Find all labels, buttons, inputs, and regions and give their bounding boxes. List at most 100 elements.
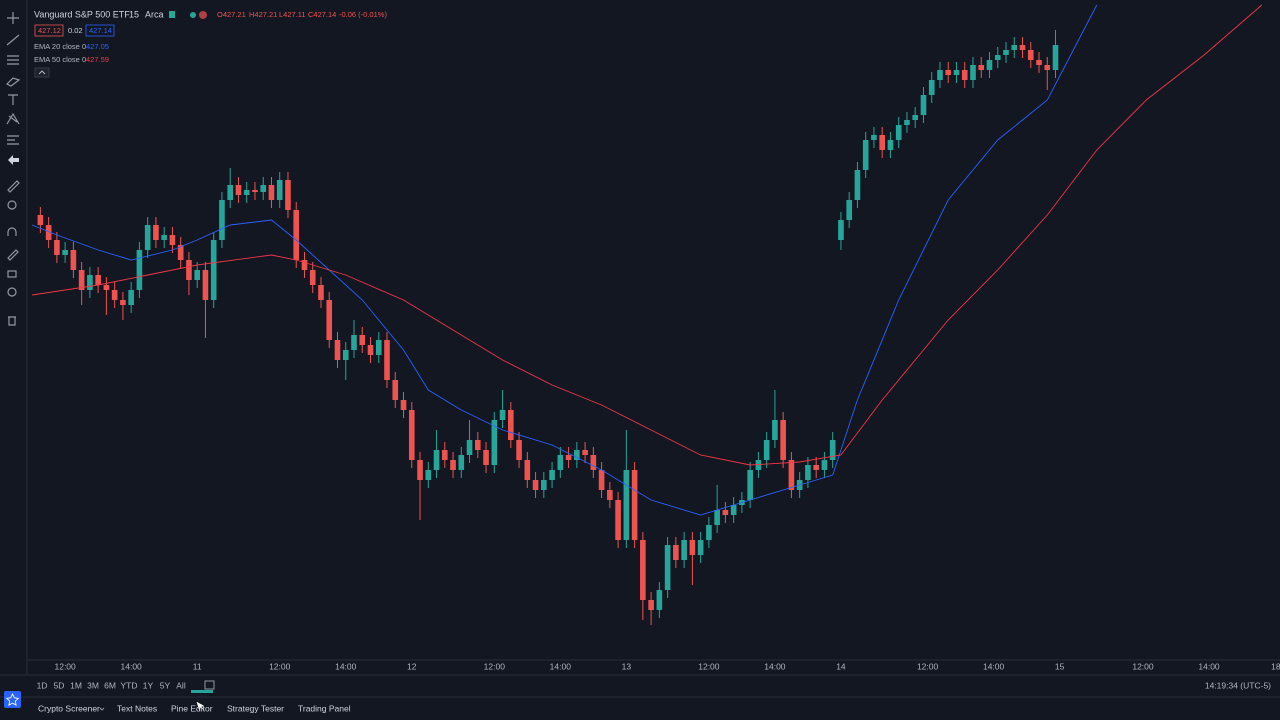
candle-body	[681, 540, 687, 560]
range-button[interactable]: 1M	[70, 680, 82, 690]
low-value: L427.11	[279, 10, 306, 19]
lock-tool[interactable]	[7, 270, 17, 278]
range-button[interactable]: 3M	[87, 680, 99, 690]
candle-body	[904, 120, 910, 125]
candle-body	[648, 600, 654, 610]
date-range-icon[interactable]	[204, 680, 215, 690]
candle-body	[433, 450, 440, 470]
candle-body	[565, 455, 572, 460]
candle-body	[1027, 50, 1034, 60]
pattern-tool[interactable]	[6, 112, 20, 125]
bid-box[interactable]	[34, 24, 64, 37]
stay-drawing-tool[interactable]	[7, 249, 19, 261]
candle-body	[706, 525, 712, 540]
ask: 427.14	[89, 26, 112, 35]
hide-tool[interactable]	[7, 287, 17, 297]
scroll-indicator	[191, 690, 213, 693]
range-button[interactable]: 5Y	[160, 680, 171, 690]
candle-body	[62, 250, 68, 255]
candle-body	[821, 460, 828, 470]
candle-body	[631, 470, 638, 540]
indicator-value: 427.59	[86, 55, 109, 64]
range-button[interactable]: 1D	[37, 680, 48, 690]
x-tick-label: 13	[622, 661, 632, 671]
candle-body	[937, 70, 943, 80]
candle-body	[978, 65, 985, 70]
ruler-tool[interactable]	[7, 180, 20, 193]
candle-body	[1044, 65, 1051, 70]
fib-tool[interactable]	[7, 55, 19, 65]
candle-body	[722, 510, 729, 515]
candle-body	[813, 465, 819, 470]
trash-tool[interactable]	[8, 316, 16, 326]
range-button[interactable]: All	[176, 680, 186, 690]
candle-body	[516, 440, 522, 460]
candle-body	[276, 180, 283, 200]
candle-body	[871, 135, 877, 140]
candle-body	[607, 490, 613, 500]
panel-tab[interactable]: Strategy Tester	[227, 703, 284, 713]
magnet-tool[interactable]	[7, 227, 17, 236]
candle-body	[235, 185, 242, 195]
star-button[interactable]	[4, 691, 21, 708]
candle-body	[342, 350, 349, 360]
candle-body	[375, 340, 382, 355]
candle-body	[994, 55, 1001, 60]
range-button[interactable]: 1Y	[143, 680, 154, 690]
candle-body	[70, 250, 77, 270]
candle-body	[384, 340, 390, 380]
range-button[interactable]: 6M	[104, 680, 116, 690]
high-value: H427.21	[249, 10, 277, 19]
candle-body	[640, 540, 646, 600]
candle-body	[285, 180, 291, 210]
brush-tool[interactable]	[5, 77, 21, 87]
candle-body	[458, 455, 465, 470]
x-tick-label: 14:00	[121, 661, 143, 671]
candle-body	[879, 135, 886, 150]
crosshair-tool[interactable]	[7, 12, 19, 24]
candle-body	[260, 185, 267, 192]
range-button[interactable]: 5D	[54, 680, 65, 690]
back-tool[interactable]	[8, 155, 19, 165]
candle-body	[326, 300, 333, 340]
market-status	[169, 11, 175, 18]
x-tick-label: 15	[1055, 661, 1065, 671]
candle-body	[194, 270, 200, 280]
panel-tab[interactable]: Trading Panel	[298, 703, 351, 713]
x-tick-label: 12:00	[484, 661, 506, 671]
candle-body	[359, 335, 366, 345]
candle-body	[120, 300, 126, 305]
candle-body	[829, 440, 836, 460]
x-tick-label: 12:00	[269, 661, 291, 671]
panel-tab[interactable]: Pine Editor	[171, 703, 213, 713]
ask-box[interactable]	[85, 24, 115, 37]
collapse-button[interactable]	[34, 67, 50, 78]
candle-body	[474, 440, 481, 450]
star-icon	[5, 692, 20, 706]
trend-line-tool[interactable]	[6, 34, 20, 46]
prediction-tool[interactable]	[7, 135, 19, 145]
plot-area	[31, 4, 1263, 625]
text-tool[interactable]	[8, 94, 18, 105]
candle-body	[441, 450, 448, 460]
panel-tab[interactable]: Crypto Screener	[38, 703, 100, 713]
zoom-tool[interactable]	[7, 200, 17, 210]
candle-body	[763, 440, 770, 460]
candle-body	[87, 275, 93, 290]
x-tick-label: 14	[836, 661, 846, 671]
candle-body	[615, 500, 621, 540]
candle-body	[862, 140, 869, 170]
candle-body	[367, 345, 374, 355]
indicator-name: EMA 50 close 0	[34, 55, 86, 64]
dropdown-icon	[99, 707, 105, 711]
candle-body	[697, 540, 704, 555]
candle-body	[491, 420, 498, 465]
candle-body	[673, 545, 679, 560]
candle-body	[714, 510, 720, 525]
candle-body	[351, 335, 357, 350]
range-button[interactable]: YTD	[121, 680, 138, 690]
close-value: C427.14	[308, 10, 336, 19]
panel-tab[interactable]: Text Notes	[117, 703, 157, 713]
candle-body	[408, 410, 415, 460]
candle-body	[970, 65, 976, 80]
